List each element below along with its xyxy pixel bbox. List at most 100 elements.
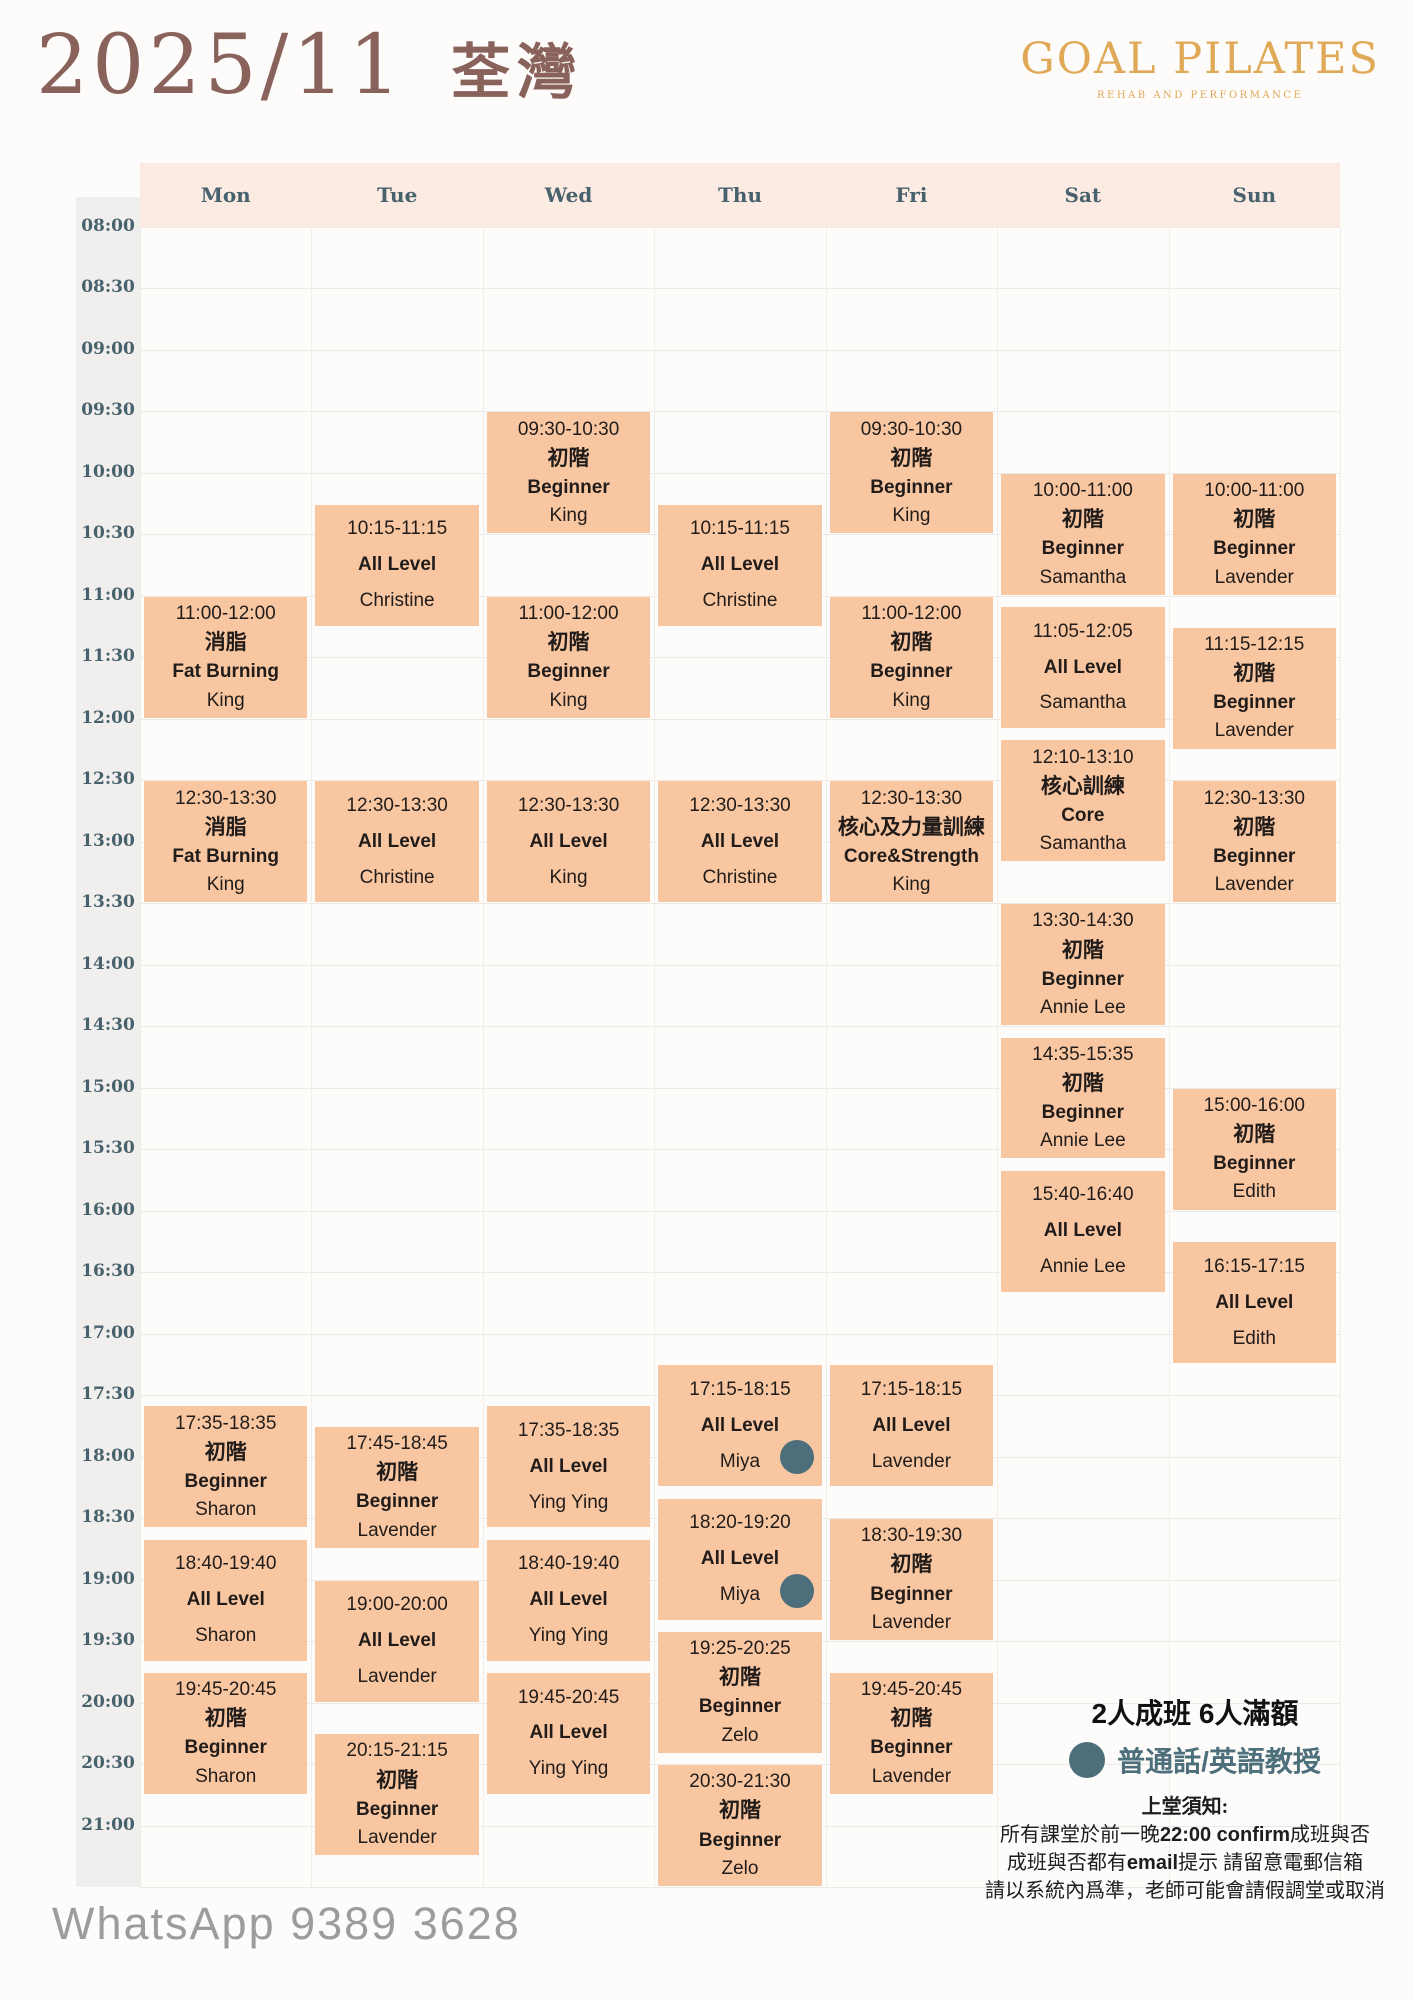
class-time: 12:30-13:30 [517, 795, 620, 817]
grid-row-line [140, 1026, 1340, 1028]
legend: 2人成班 6人滿額 普通話/英語教授 [1010, 1692, 1380, 1780]
class-time: 18:40-19:40 [175, 1553, 277, 1575]
class-name-zh: 初階 [1233, 1123, 1276, 1147]
time-label: 17:30 [81, 1384, 135, 1405]
class-block: 09:30-10:30 初階 Beginner King [829, 412, 994, 534]
brand-logo: GOAL PILATES REHAB AND PERFORMANCE [1020, 34, 1380, 101]
class-name-en: Beginner [870, 661, 953, 683]
class-name-zh: 初階 [547, 446, 590, 470]
class-time: 12:30-13:30 [1203, 787, 1305, 809]
class-teacher: Miya [719, 1583, 761, 1605]
class-time: 15:40-16:40 [1032, 1184, 1134, 1206]
class-teacher: Lavender [871, 1450, 952, 1472]
class-teacher: Christine [359, 866, 435, 888]
class-name-en: All Level [358, 554, 437, 576]
class-block: 17:45-18:45 初階 Beginner Lavender [315, 1426, 479, 1548]
class-name-en: Beginner [698, 1829, 782, 1851]
class-time: 13:30-14:30 [1032, 910, 1134, 932]
class-time: 19:00-20:00 [346, 1594, 448, 1616]
grid-row-line [140, 780, 1340, 782]
time-label: 16:30 [81, 1261, 135, 1282]
class-block: 14:35-15:35 初階 Beginner Annie Lee [1001, 1037, 1165, 1159]
class-teacher: Ying Ying [528, 1758, 609, 1780]
class-name-zh: 初階 [890, 446, 933, 470]
time-label: 20:30 [81, 1753, 135, 1774]
class-block: 12:30-13:30 All Level Christine [315, 781, 479, 903]
class-teacher: King [206, 874, 245, 896]
class-block: 15:40-16:40 All Level Annie Lee [1001, 1170, 1165, 1292]
grid-column-line [1168, 227, 1170, 1887]
class-teacher: Ying Ying [528, 1491, 609, 1513]
class-name-en: Core [1061, 804, 1105, 826]
class-block: 17:15-18:15 All Level Miya [658, 1365, 822, 1487]
class-name-zh: 初階 [890, 1707, 933, 1731]
class-block: 11:15-12:15 初階 Beginner Lavender [1172, 627, 1336, 749]
class-time: 11:00-12:00 [518, 603, 619, 625]
class-teacher: Annie Lee [1040, 1130, 1126, 1152]
class-time: 19:45-20:45 [860, 1679, 963, 1700]
class-block: 15:00-16:00 初階 Beginner Edith [1172, 1088, 1336, 1210]
class-name-en: Beginner [184, 1470, 267, 1492]
grid-row-line [140, 288, 1340, 290]
grid-row-line [140, 903, 1340, 905]
class-name-zh: 初階 [718, 1799, 761, 1823]
class-name-zh: 初階 [204, 1707, 247, 1731]
class-time: 17:35-18:35 [517, 1420, 620, 1442]
time-label: 19:00 [81, 1568, 135, 1589]
class-time: 12:10-13:10 [1032, 746, 1134, 768]
class-teacher: Edith [1232, 1181, 1276, 1203]
time-label: 14:00 [81, 953, 135, 974]
class-block: 12:30-13:30 初階 Beginner Lavender [1172, 781, 1336, 903]
time-label: 09:30 [81, 400, 135, 421]
grid-row-line [140, 1210, 1340, 1212]
class-block: 13:30-14:30 初階 Beginner Annie Lee [1001, 904, 1165, 1026]
notes-line: 請以系統內爲準，老師可能會請假調堂或取消 [985, 1880, 1385, 1902]
day-header-fri: Fri [895, 183, 928, 207]
class-time: 09:30-10:30 [517, 418, 620, 440]
grid-row-line [140, 1764, 1340, 1766]
notes-title: 上堂須知: [1141, 1796, 1229, 1818]
grid-column-line [1340, 227, 1341, 1887]
class-teacher: Christine [702, 866, 778, 888]
class-teacher: Sharon [195, 1499, 257, 1521]
class-name-en: All Level [1215, 1291, 1294, 1313]
class-block: 19:00-20:00 All Level Lavender [315, 1580, 479, 1702]
class-name-en: All Level [529, 1722, 608, 1744]
class-teacher: Lavender [871, 1765, 952, 1787]
class-notes: 上堂須知: 所有課堂於前一晚22:00 confirm成班與否 成班與否都有ema… [960, 1793, 1410, 1905]
class-block: 11:05-12:05 All Level Samantha [1001, 607, 1165, 729]
class-name-en: Beginner [698, 1696, 782, 1718]
time-label: 13:00 [81, 830, 135, 851]
class-teacher: Lavender [357, 1827, 437, 1849]
class-block: 17:35-18:35 All Level Ying Ying [486, 1406, 651, 1528]
class-name-en: Beginner [1213, 538, 1296, 560]
day-header-wed: Wed [544, 183, 593, 207]
grid-row-line [140, 657, 1340, 659]
class-time: 16:15-17:15 [1203, 1256, 1305, 1278]
class-name-en: Beginner [1041, 1102, 1125, 1124]
class-block: 19:45-20:45 All Level Ying Ying [486, 1672, 651, 1794]
class-name-en: Beginner [1213, 692, 1296, 714]
class-name-en: Fat Burning [172, 661, 280, 683]
class-time: 11:05-12:05 [1032, 620, 1133, 642]
class-block: 12:30-13:30 消脂 Fat Burning King [144, 781, 308, 903]
grid-row-line [140, 1272, 1340, 1274]
notes-line: 成班與否都有email提示 請留意電郵信箱 [1006, 1852, 1364, 1874]
mandarin-english-dot-icon [779, 1440, 814, 1475]
class-time: 14:35-15:35 [1032, 1043, 1134, 1065]
page-title: 2025/11 荃灣 [36, 18, 583, 113]
class-name-en: Beginner [1213, 845, 1296, 867]
class-name-en: Beginner [355, 1491, 439, 1513]
class-name-zh: 初階 [376, 1461, 419, 1485]
class-block: 10:00-11:00 初階 Beginner Lavender [1172, 473, 1336, 595]
class-name-zh: 初階 [1061, 938, 1104, 962]
grid-row-line [140, 1149, 1340, 1151]
class-name-en: All Level [1043, 656, 1122, 678]
class-time: 10:15-11:15 [347, 518, 448, 540]
class-name-en: All Level [529, 1589, 608, 1611]
day-header-thu: Thu [718, 183, 762, 207]
class-name-en: All Level [358, 1630, 437, 1652]
class-name-zh: 初階 [890, 631, 933, 655]
class-teacher: King [549, 866, 588, 888]
